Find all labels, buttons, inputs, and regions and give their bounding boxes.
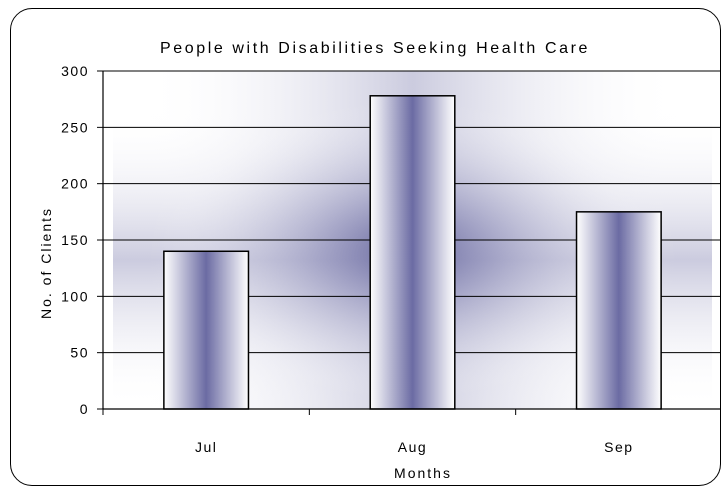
x-axis-label: Months [394,465,452,481]
y-tick-labels: 0 50 100 150 200 250 300 [61,63,89,417]
y-tick-label: 50 [70,345,89,361]
chart-frame: 0 50 100 150 200 250 300 Jul Aug Sep People with… [10,8,721,486]
x-tick-label: Sep [604,439,633,455]
y-tick-label: 300 [61,63,89,79]
chart-title: People with Disabilities Seeking Health … [160,40,590,57]
bar-sep [575,211,662,410]
y-tick-label: 0 [80,401,89,417]
bar-chart: 0 50 100 150 200 250 300 Jul Aug Sep People with… [38,40,720,481]
y-axis-label: No. of Clients [38,207,54,319]
bar-jul [163,250,250,410]
x-tick-label: Aug [398,439,427,455]
y-tick-label: 100 [61,288,89,304]
y-tick-label: 200 [61,176,89,192]
x-tick-label: Jul [195,439,217,455]
bar-aug [369,95,456,410]
axes [102,71,720,415]
x-tick-labels: Jul Aug Sep [195,439,633,455]
y-tick-label: 150 [61,232,89,248]
y-tick-label: 250 [61,119,89,135]
bars [163,95,662,410]
